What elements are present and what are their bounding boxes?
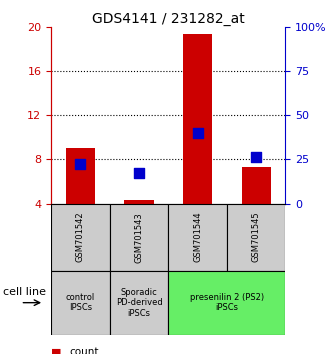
Text: GSM701543: GSM701543 [135,212,144,263]
Bar [183,34,212,204]
Text: count: count [69,347,99,354]
Title: GDS4141 / 231282_at: GDS4141 / 231282_at [92,12,245,25]
Bar [51,271,110,335]
Bar [168,271,285,335]
Text: Sporadic
PD-derived
iPSCs: Sporadic PD-derived iPSCs [115,288,162,318]
Text: GSM701542: GSM701542 [76,212,85,263]
Point [78,161,83,167]
Bar [168,204,227,271]
Point [195,130,200,136]
Bar [110,204,168,271]
Text: GSM701544: GSM701544 [193,212,202,263]
Text: presenilin 2 (PS2)
iPSCs: presenilin 2 (PS2) iPSCs [190,293,264,312]
Bar [124,200,154,204]
Bar [66,148,95,204]
Text: cell line: cell line [3,287,46,297]
Point [136,170,142,176]
Text: control
IPSCs: control IPSCs [66,293,95,312]
Bar [110,271,168,335]
Text: GSM701545: GSM701545 [252,212,261,263]
Point [253,154,259,160]
Text: ■: ■ [51,347,62,354]
Bar [242,167,271,204]
Bar [227,204,285,271]
Bar [51,204,110,271]
